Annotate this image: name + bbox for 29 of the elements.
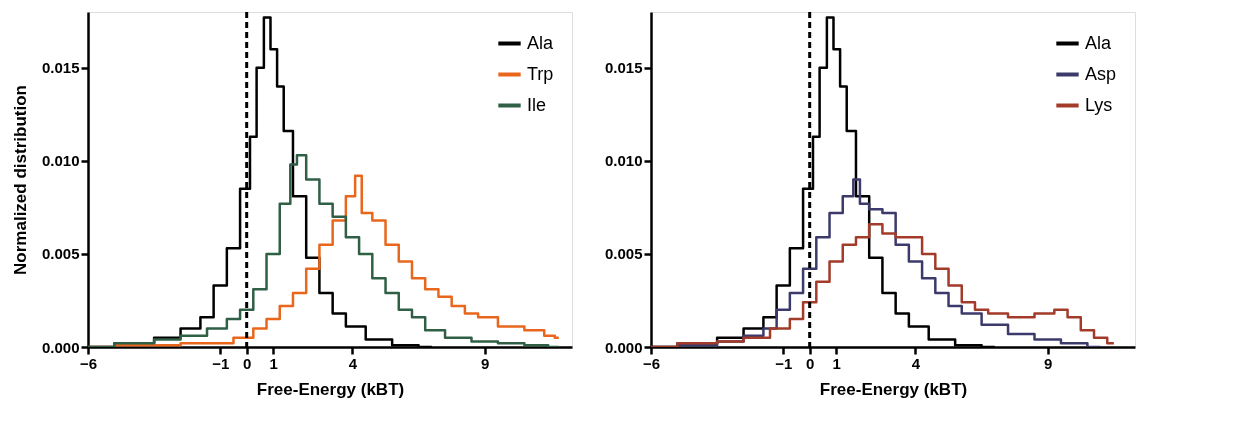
x-tick-label: −6: [642, 354, 661, 372]
x-tick-label: 0: [243, 354, 252, 372]
x-tick-label: 1: [832, 354, 841, 372]
x-tick-label: −1: [212, 354, 230, 372]
y-tick-label: 0.015: [41, 59, 80, 77]
x-tick-label: 4: [911, 354, 921, 372]
legend-label: Trp: [527, 63, 554, 84]
y-tick-label: 0.010: [604, 152, 643, 170]
x-tick-label: 0: [806, 354, 815, 372]
y-tick-label: 0.015: [604, 59, 643, 77]
y-tick-label: 0.005: [41, 245, 80, 263]
y-tick-label: 0.010: [41, 152, 80, 170]
y-tick-label: 0.005: [604, 245, 643, 263]
x-tick-label: 9: [481, 354, 490, 372]
legend-label: Ala: [1085, 32, 1112, 53]
x-axis-title: Free-Energy (kBT): [819, 379, 968, 399]
x-tick-label: 4: [348, 354, 358, 372]
legend-label: Ala: [527, 32, 554, 53]
y-axis-title: Normalized distribution: [10, 85, 30, 275]
legend-label: Asp: [1085, 63, 1117, 84]
y-tick-label: 0.000: [604, 338, 643, 356]
x-tick-label: 1: [269, 354, 278, 372]
legend-label: Lys: [1085, 94, 1113, 115]
x-tick-label: 9: [1044, 354, 1053, 372]
legend-label: Ile: [527, 94, 547, 115]
y-tick-label: 0.000: [41, 338, 80, 356]
x-tick-label: −6: [79, 354, 98, 372]
x-tick-label: −1: [775, 354, 793, 372]
x-axis-title: Free-Energy (kBT): [256, 379, 405, 399]
